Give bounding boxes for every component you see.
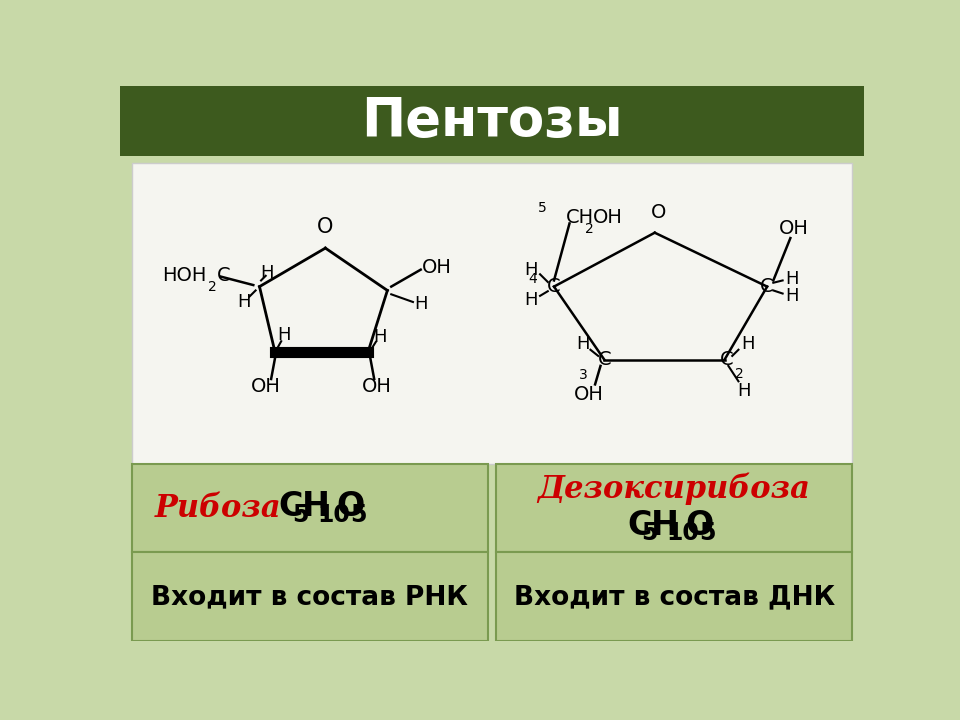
Text: OH: OH: [592, 208, 623, 227]
Text: H: H: [651, 509, 679, 541]
Text: C: C: [547, 277, 561, 296]
Text: Дезоксирибоза: Дезоксирибоза: [538, 472, 810, 505]
Text: O: O: [651, 203, 666, 222]
Text: OH: OH: [574, 385, 604, 404]
Text: 2: 2: [208, 279, 217, 294]
Text: H: H: [576, 336, 589, 354]
Text: 3: 3: [579, 368, 588, 382]
Text: Входит в состав РНК: Входит в состав РНК: [152, 584, 468, 610]
Text: H: H: [741, 336, 755, 354]
Text: C: C: [628, 509, 652, 541]
FancyBboxPatch shape: [132, 552, 488, 641]
Text: C: C: [720, 350, 733, 369]
FancyBboxPatch shape: [132, 464, 488, 552]
Text: H: H: [277, 326, 291, 344]
Text: 5: 5: [538, 201, 546, 215]
Text: 10: 10: [318, 503, 350, 526]
Text: 5: 5: [641, 521, 658, 545]
Text: 5: 5: [350, 503, 367, 526]
Text: Рибоза: Рибоза: [155, 493, 281, 524]
Text: 5: 5: [292, 503, 308, 526]
Text: H: H: [302, 490, 330, 523]
Text: O: O: [685, 509, 713, 541]
Text: O: O: [336, 490, 365, 523]
Text: H: H: [237, 293, 251, 311]
FancyBboxPatch shape: [496, 464, 852, 552]
Text: H: H: [372, 328, 386, 346]
Text: H: H: [785, 270, 799, 288]
Text: H: H: [524, 292, 538, 310]
Text: H: H: [785, 287, 799, 305]
Text: OH: OH: [362, 377, 393, 396]
Text: H: H: [415, 295, 428, 313]
Text: CH: CH: [565, 208, 593, 227]
Text: OH: OH: [422, 258, 452, 277]
Text: OH: OH: [780, 220, 809, 238]
Text: C: C: [597, 350, 612, 369]
FancyBboxPatch shape: [120, 86, 864, 156]
Text: 10: 10: [666, 521, 699, 545]
Text: H: H: [524, 261, 538, 279]
Text: 2: 2: [585, 222, 593, 236]
Text: C: C: [217, 266, 230, 284]
Text: 4: 4: [528, 272, 537, 286]
Text: Входит в состав ДНК: Входит в состав ДНК: [514, 584, 834, 610]
Text: O: O: [317, 217, 333, 238]
Text: 5: 5: [699, 521, 715, 545]
FancyBboxPatch shape: [132, 163, 852, 464]
Text: H: H: [260, 264, 274, 282]
Text: C: C: [760, 277, 774, 296]
Text: H: H: [737, 382, 751, 400]
Text: OH: OH: [251, 377, 280, 396]
FancyBboxPatch shape: [496, 552, 852, 641]
Text: C: C: [278, 490, 303, 523]
Text: Пентозы: Пентозы: [361, 95, 623, 147]
Text: 2: 2: [735, 367, 744, 382]
Text: HOH: HOH: [162, 266, 206, 284]
